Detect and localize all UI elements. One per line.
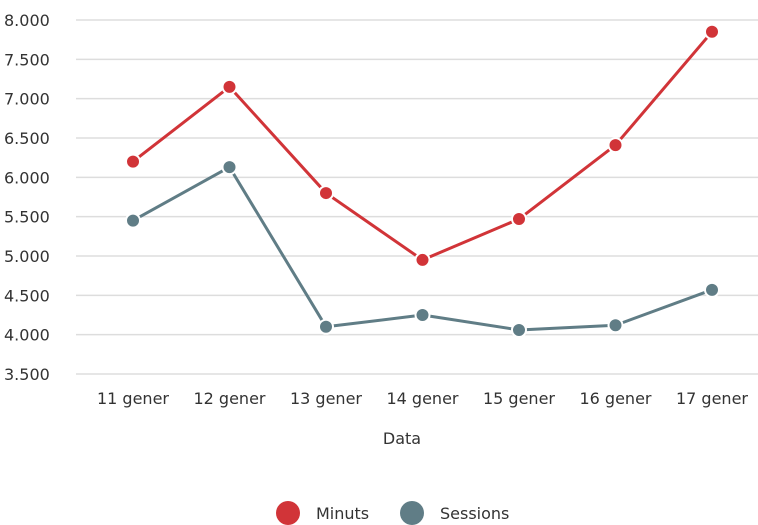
x-tick-label: 12 gener [193,389,265,408]
data-point[interactable] [125,212,141,229]
gridlines [76,19,758,375]
data-point[interactable] [704,281,720,298]
data-point[interactable] [221,159,238,176]
series-line [131,165,714,332]
y-tick-label: 6.000 [4,168,50,187]
y-axis-ticks: 3.500 4.000 4.500 5.000 5.500 6.000 6.500 7.000… [4,11,50,384]
data-point[interactable] [125,153,141,170]
legend-marker [276,501,300,525]
y-tick-label: 3.500 [4,365,50,384]
x-tick-label: 11 gener [97,389,169,408]
legend-label: Sessions [440,504,509,523]
legend-marker [400,501,424,525]
y-tick-label: 5.000 [4,247,50,266]
y-tick-label: 4.000 [4,326,50,345]
data-point[interactable] [318,318,334,335]
legend-item[interactable]: Sessions [400,501,509,525]
legend-item[interactable]: Minuts [276,501,369,525]
series-sessions [125,159,720,338]
y-tick-label: 6.500 [4,129,50,148]
data-point[interactable] [414,307,431,323]
data-point[interactable] [414,251,431,268]
data-point[interactable] [318,185,334,202]
data-point[interactable] [607,137,624,154]
x-tick-label: 17 gener [676,389,748,408]
data-point[interactable] [221,78,238,95]
y-tick-label: 8.000 [4,11,50,30]
data-point[interactable] [511,321,527,338]
series-lines [125,23,720,338]
y-tick-label: 4.500 [4,286,50,305]
y-tick-label: 7.500 [4,50,50,69]
legend: Minuts Sessions [276,501,509,525]
y-tick-label: 7.000 [4,90,50,109]
data-point[interactable] [704,23,720,40]
x-axis-title: Data [383,429,421,448]
series-line [131,30,714,262]
x-axis-ticks: 11 gener 12 gener 13 gener 14 gener 15 gener… [97,389,748,408]
x-tick-label: 14 gener [386,389,458,408]
x-tick-label: 15 gener [483,389,555,408]
x-tick-label: 16 gener [579,389,651,408]
data-point[interactable] [607,317,624,334]
x-tick-label: 13 gener [290,389,362,408]
series-minuts [125,23,720,268]
y-tick-label: 5.500 [4,208,50,227]
data-point[interactable] [511,211,527,228]
legend-label: Minuts [316,504,369,523]
